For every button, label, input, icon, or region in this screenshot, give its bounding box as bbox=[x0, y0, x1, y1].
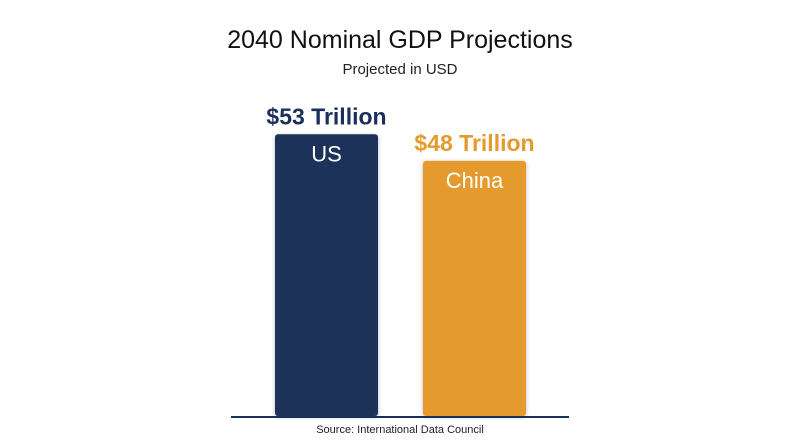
category-label-us: US bbox=[311, 141, 342, 166]
source-note: Source: International Data Council bbox=[316, 424, 484, 436]
bar-china bbox=[423, 160, 526, 416]
value-label-us: $53 Trillion bbox=[266, 103, 386, 129]
value-label-china: $48 Trillion bbox=[414, 130, 534, 156]
chart-subtitle: Projected in USD bbox=[342, 61, 458, 78]
bar-us bbox=[275, 134, 378, 416]
bars-group: US $53 Trillion China $48 Trillion bbox=[266, 103, 535, 416]
category-label-china: China bbox=[446, 168, 504, 193]
chart-title: 2040 Nominal GDP Projections bbox=[227, 26, 573, 54]
